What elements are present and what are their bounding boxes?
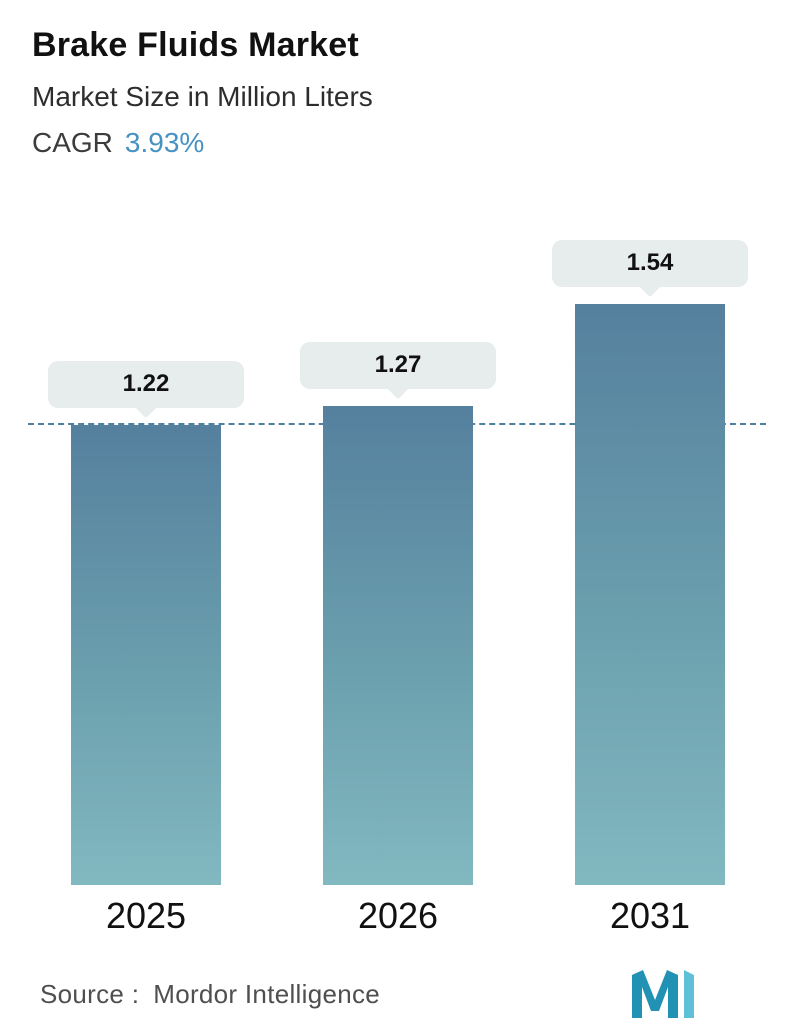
cagr-label: CAGR: [32, 127, 113, 158]
source-text: Source : Mordor Intelligence: [40, 979, 380, 1010]
cagr-value: 3.93%: [124, 127, 205, 158]
x-label-2026: 2026: [357, 895, 439, 936]
bar-2025: [71, 425, 221, 885]
x-axis-labels: 2025 2026 2031: [32, 895, 764, 937]
page-title: Brake Fluids Market: [32, 26, 359, 64]
bar-group-2026: 1.27: [298, 342, 498, 885]
value-callout: 1.54: [552, 240, 748, 287]
bar-group-2025: 1.22: [46, 361, 246, 885]
chart-footer: Source : Mordor Intelligence: [32, 970, 764, 1018]
bar-2026: [323, 406, 473, 885]
bar-chart: 1.22 1.27 1.54: [28, 240, 766, 885]
x-label-2025: 2025: [105, 895, 187, 936]
value-callout: 1.22: [48, 361, 244, 408]
value-callout: 1.27: [300, 342, 496, 389]
source-value: Mordor Intelligence: [153, 978, 381, 1009]
chart-header: Brake Fluids Market Market Size in Milli…: [32, 26, 764, 159]
chart-subtitle: Market Size in Million Liters: [32, 81, 373, 112]
x-label-2031: 2031: [609, 895, 691, 936]
bar-2031: [575, 304, 725, 885]
plot-area: 1.22 1.27 1.54: [46, 240, 750, 885]
cagr-line: CAGR 3.93%: [32, 127, 764, 159]
mordor-intelligence-logo: [632, 970, 694, 1018]
bar-group-2031: 1.54: [550, 240, 750, 885]
source-label: Source :: [40, 978, 140, 1009]
